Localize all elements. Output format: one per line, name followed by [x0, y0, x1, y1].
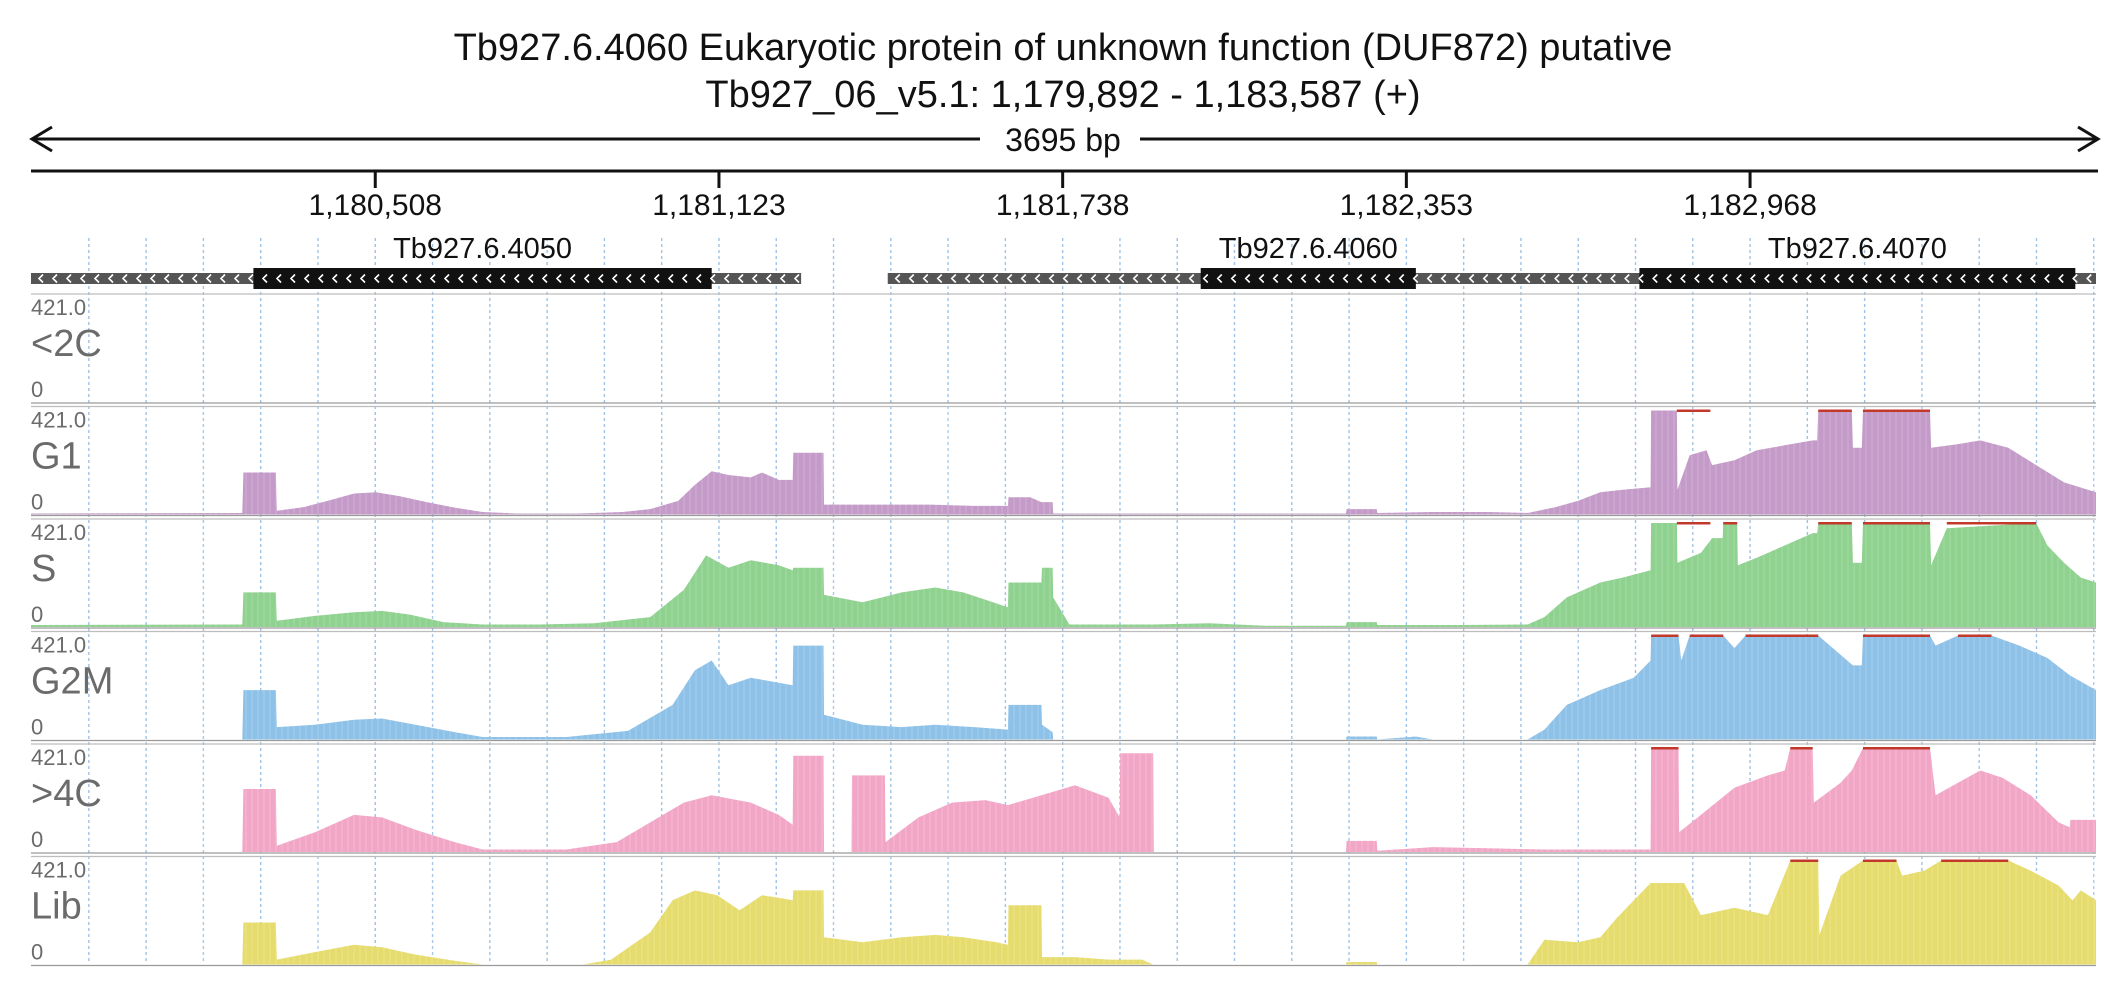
ymin-label: 0	[31, 715, 43, 740]
ymax-label: 421.0	[31, 858, 86, 883]
track-name: G1	[31, 436, 82, 478]
clip-marker	[1676, 522, 1711, 525]
ymin-label: 0	[31, 377, 43, 402]
track-name: G2M	[31, 661, 113, 703]
track-2: 421.0 S 0	[31, 518, 2096, 629]
clip-marker	[1651, 747, 1679, 750]
right-arrow-icon	[2077, 125, 2101, 153]
gene-track: Tb927.6.4050 Tb927.6.4060 Tb927.6.4070	[31, 233, 2096, 289]
track-3: 421.0 G2M 0	[31, 630, 2096, 742]
track-name: Lib	[31, 886, 82, 928]
locus-coordinates: Tb927_06_v5.1: 1,179,892 - 1,183,587 (+)	[705, 74, 1420, 116]
clip-marker	[1745, 634, 1819, 637]
clip-marker	[1862, 409, 1931, 412]
tick-label: 1,182,353	[1340, 189, 1473, 222]
track-name: >4C	[31, 773, 102, 815]
clip-marker	[1790, 747, 1813, 750]
track-0: 421.0 <2C 0	[31, 293, 2096, 404]
gene-label: Tb927.6.4070	[1768, 233, 1947, 265]
coverage-area	[31, 523, 2096, 627]
track-name: S	[31, 548, 56, 590]
bin-texture	[35, 858, 2095, 965]
span-ruler: 3695 bp	[29, 122, 2101, 158]
track-4: 421.0 >4C 0	[31, 743, 2096, 854]
strand-arrows	[1540, 273, 2092, 284]
bin-texture	[35, 408, 2095, 515]
track-name: <2C	[31, 323, 102, 365]
strand-arrows	[37, 273, 800, 284]
clip-marker	[1689, 634, 1724, 637]
coverage-tracks: 421.0 <2C 0 421.0 G1 0 421.0 S 0 421.0 G2M 0 421.0 >4…	[31, 293, 2096, 967]
coverage-area	[31, 860, 2096, 965]
left-arrow-icon	[29, 125, 53, 153]
clip-marker	[1818, 409, 1852, 412]
tick-label: 1,181,123	[652, 189, 785, 222]
ymin-label: 0	[31, 940, 43, 965]
clip-marker	[1862, 522, 1931, 525]
axis-ticks: 1,180,508 1,181,123 1,181,738 1,182,353 1,18…	[309, 171, 1817, 222]
clip-marker	[1818, 522, 1852, 525]
tick-label: 1,182,968	[1683, 189, 1816, 222]
clip-marker	[1941, 859, 2009, 862]
tick-label: 1,181,738	[996, 189, 1129, 222]
span-length-label: 3695 bp	[1005, 122, 1121, 158]
tick-label: 1,180,508	[309, 189, 442, 222]
gene-title: Tb927.6.4060 Eukaryotic protein of unkno…	[454, 27, 1673, 69]
bin-texture	[35, 746, 2095, 852]
clip-marker	[1862, 859, 1897, 862]
bin-texture	[35, 633, 2095, 740]
track-5: 421.0 Lib 0	[31, 855, 2096, 967]
ymax-label: 421.0	[31, 408, 86, 433]
clip-marker	[1723, 522, 1738, 525]
clip-marker	[1676, 409, 1711, 412]
ymin-label: 0	[31, 602, 43, 627]
ymax-label: 421.0	[31, 745, 86, 770]
clip-marker	[1862, 634, 1931, 637]
ymax-label: 421.0	[31, 633, 86, 658]
clip-marker	[1651, 634, 1679, 637]
clip-marker	[1957, 634, 1992, 637]
gene-cds	[253, 268, 712, 289]
clip-marker	[1862, 747, 1931, 750]
track-1: 421.0 G1 0	[31, 405, 2096, 517]
clip-marker	[1946, 522, 2037, 525]
ymin-label: 0	[31, 827, 43, 852]
coverage-area	[31, 410, 2096, 515]
ymax-label: 421.0	[31, 520, 86, 545]
clip-marker	[1790, 859, 1819, 862]
gene-cds	[1639, 268, 2076, 289]
gene-label: Tb927.6.4060	[1219, 233, 1398, 265]
coverage-area	[31, 748, 2096, 852]
gene-label: Tb927.6.4050	[393, 233, 572, 265]
gene-cds	[1200, 268, 1416, 289]
bin-texture	[35, 521, 2095, 627]
ymin-label: 0	[31, 490, 43, 515]
ymax-label: 421.0	[31, 295, 86, 320]
coverage-area	[31, 635, 2096, 740]
